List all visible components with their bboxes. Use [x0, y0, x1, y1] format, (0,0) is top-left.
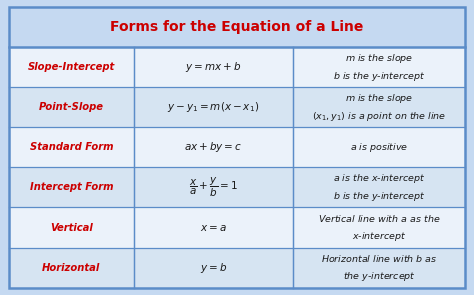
Bar — [9, 127, 465, 168]
Text: $a$ is positive: $a$ is positive — [350, 141, 408, 154]
Bar — [9, 87, 465, 127]
Text: $y = b$: $y = b$ — [200, 260, 227, 275]
Text: Horizontal: Horizontal — [42, 263, 100, 273]
Text: the $y$-intercept: the $y$-intercept — [343, 270, 416, 283]
Text: $y - y_1 = m(x - x_1)$: $y - y_1 = m(x - x_1)$ — [167, 100, 260, 114]
Text: Intercept Form: Intercept Form — [29, 182, 113, 192]
Text: $m$ is the slope: $m$ is the slope — [345, 52, 413, 65]
Bar — [9, 47, 465, 87]
Bar — [9, 7, 465, 47]
Text: $(x_1, y_1)$ is a point on the line: $(x_1, y_1)$ is a point on the line — [312, 110, 447, 123]
Text: $y = mx + b$: $y = mx + b$ — [185, 60, 242, 74]
Text: Vertical line with $a$ as the: Vertical line with $a$ as the — [318, 213, 440, 224]
Text: $b$ is the $y$-intercept: $b$ is the $y$-intercept — [333, 70, 426, 83]
Text: $a$ is the $x$-intercept: $a$ is the $x$-intercept — [333, 172, 425, 185]
Text: $m$ is the slope: $m$ is the slope — [345, 92, 413, 105]
Text: $\dfrac{x}{a} + \dfrac{y}{b} = 1$: $\dfrac{x}{a} + \dfrac{y}{b} = 1$ — [189, 176, 238, 199]
Bar — [9, 168, 465, 207]
Text: Standard Form: Standard Form — [29, 142, 113, 153]
Text: $b$ is the $y$-intercept: $b$ is the $y$-intercept — [333, 190, 426, 203]
Text: Horizontal line with $b$ as: Horizontal line with $b$ as — [321, 253, 438, 264]
Text: $x = a$: $x = a$ — [200, 222, 227, 232]
Text: $ax + by = c$: $ax + by = c$ — [184, 140, 243, 154]
Text: $x$-intercept: $x$-intercept — [352, 230, 407, 243]
Text: Slope-Intercept: Slope-Intercept — [27, 62, 115, 72]
Text: Forms for the Equation of a Line: Forms for the Equation of a Line — [110, 20, 364, 34]
Text: Vertical: Vertical — [50, 222, 93, 232]
Bar — [9, 207, 465, 248]
Text: Point-Slope: Point-Slope — [39, 102, 104, 112]
Bar — [9, 248, 465, 288]
